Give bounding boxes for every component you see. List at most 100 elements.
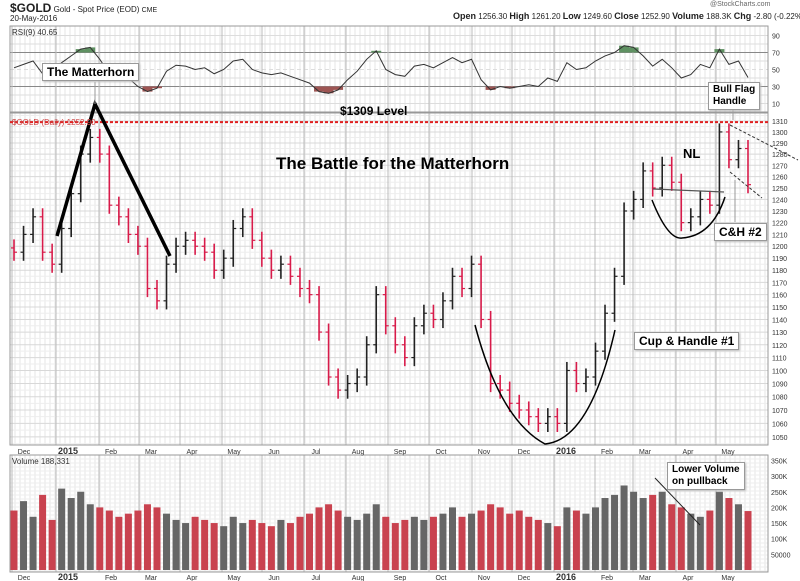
- volume-bar: [439, 513, 447, 570]
- symbol-name: Gold - Spot Price (EOD): [53, 5, 140, 14]
- volume-bar: [420, 519, 428, 570]
- x-tick-label: May: [721, 575, 735, 581]
- x-tick-label: May: [227, 575, 241, 581]
- volume-bar: [163, 513, 171, 570]
- neckline: [652, 188, 725, 193]
- x-tick-label: 2016: [556, 572, 576, 581]
- chg-label: Chg: [733, 11, 752, 21]
- volume-bar: [286, 523, 294, 570]
- volume-value: 188.3K: [706, 12, 732, 21]
- price-tick-label: 1280: [772, 152, 788, 159]
- volume-bar: [410, 516, 418, 570]
- volume-bar: [134, 510, 142, 570]
- price-tick-label: 1100: [772, 368, 787, 375]
- volume-bar: [10, 510, 18, 570]
- volume-bar: [248, 519, 256, 570]
- x-tick-label: Dec: [18, 449, 31, 456]
- exchange: CME: [141, 7, 158, 14]
- volume-bar: [649, 494, 657, 570]
- x-tick-label: Feb: [601, 449, 613, 456]
- volume-bar: [182, 523, 190, 570]
- volume-bar: [372, 504, 380, 570]
- volume-bar: [115, 516, 123, 570]
- volume-bar: [277, 519, 285, 570]
- open-value: 1256.30: [478, 12, 508, 21]
- rsi-oversold-fill: [314, 86, 325, 92]
- panel-border: [9, 112, 769, 446]
- volume-bar: [477, 510, 485, 570]
- chg-value: -2.80 (-0.22%): [753, 12, 800, 21]
- volume-bar: [29, 516, 37, 570]
- watermark: @StockCharts.com: [710, 1, 771, 8]
- high-value: 1261.20: [531, 12, 561, 21]
- volume-bar: [401, 519, 409, 570]
- rsi-overbought-fill: [619, 45, 630, 53]
- volume-tick-label: 100K: [771, 537, 788, 544]
- x-tick-label: Mar: [145, 575, 158, 581]
- volume-bar: [506, 513, 514, 570]
- volume-bar: [229, 516, 237, 570]
- ch2-label: C&H #2: [714, 223, 767, 241]
- volume-tick-label: 300K: [771, 474, 788, 481]
- panel-border: [9, 454, 769, 573]
- rsi-legend: RSI(9) 40.65: [12, 28, 58, 37]
- volume-bar: [124, 513, 132, 570]
- volume-bar: [220, 526, 228, 570]
- x-tick-label: Apr: [683, 575, 695, 581]
- rsi-overbought-fill: [628, 47, 639, 53]
- volume-tick-label: 50000: [771, 552, 791, 559]
- volume-bar: [687, 513, 695, 570]
- rsi-overbought-fill: [75, 49, 86, 53]
- rsi-line: [13, 45, 749, 94]
- price-tick-label: 1110: [772, 356, 787, 363]
- x-tick-label: Feb: [601, 575, 613, 581]
- price-panel: [10, 121, 768, 432]
- price-tick-label: 1300: [772, 130, 788, 137]
- volume-bar: [563, 507, 571, 570]
- price-tick-label: 1070: [772, 408, 788, 415]
- price-tick-label: 1090: [772, 382, 788, 389]
- volume-bar: [639, 498, 647, 570]
- volume-bar: [210, 523, 218, 570]
- x-tick-label: Sep: [394, 449, 407, 456]
- volume-bar: [525, 516, 533, 570]
- x-tick-label: Dec: [18, 575, 31, 581]
- volume-bar: [153, 507, 161, 570]
- price-tick-label: 1200: [772, 244, 788, 251]
- volume-bar: [306, 513, 314, 570]
- low-value: 1249.60: [583, 12, 612, 21]
- price-tick-label: 1180: [772, 268, 787, 275]
- rsi-oversold-fill: [485, 86, 496, 90]
- volume-bar: [668, 504, 676, 570]
- ch1-label: Cup & Handle #1: [634, 332, 740, 350]
- annotation-title: The Battle for the Matterhorn: [276, 154, 510, 173]
- volume-bar: [58, 488, 66, 570]
- volume-tick-label: 350K: [771, 458, 788, 465]
- price-tick-label: 1190: [772, 256, 787, 263]
- rsi-tick-label: 70: [772, 51, 780, 58]
- x-tick-label: Apr: [187, 575, 199, 581]
- level-label: $1309 Level: [340, 104, 408, 118]
- volume-bar: [582, 513, 590, 570]
- rsi-tick-label: 90: [772, 34, 780, 41]
- volume-bar: [734, 504, 742, 570]
- volume-bar: [572, 510, 580, 570]
- volume-bar: [20, 501, 28, 570]
- x-tick-label: Aug: [352, 449, 365, 456]
- price-tick-label: 1170: [772, 280, 787, 287]
- high-label: High: [509, 11, 530, 21]
- nl-label: NL: [683, 146, 701, 161]
- x-tick-label: Nov: [478, 449, 491, 456]
- volume-bar: [515, 510, 523, 570]
- volume-bar: [744, 511, 752, 570]
- panel-frames: [9, 25, 769, 573]
- volume-bar: [239, 523, 247, 570]
- x-tick-label: Jul: [312, 575, 321, 581]
- ohlc-readout: Open 1256.30 High 1261.20 Low 1249.60 Cl…: [453, 11, 800, 21]
- x-tick-label: Feb: [105, 575, 117, 581]
- symbol: $GOLD: [10, 1, 52, 15]
- close-value: 1252.90: [640, 12, 670, 21]
- volume-bar: [544, 523, 552, 570]
- volume-bar: [325, 504, 333, 570]
- rsi-tick-label: 30: [772, 85, 780, 92]
